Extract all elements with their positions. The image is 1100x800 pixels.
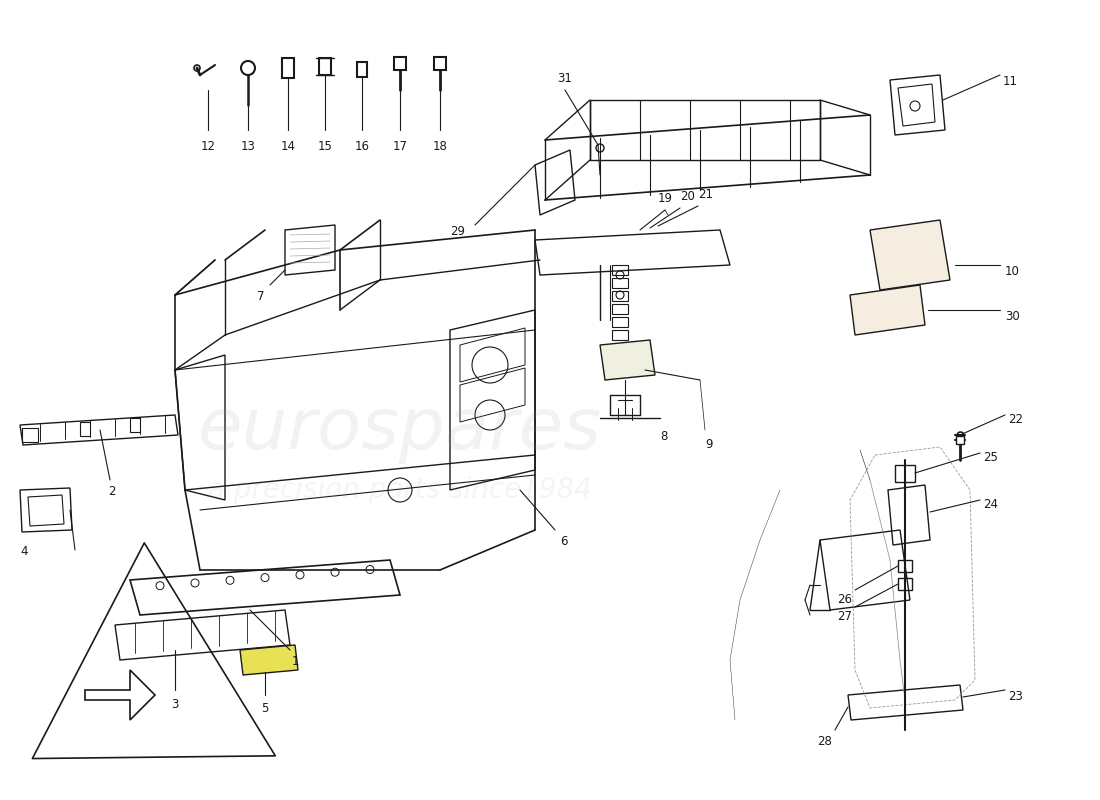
- Polygon shape: [394, 57, 406, 70]
- Text: 9: 9: [705, 438, 713, 451]
- Text: 31: 31: [558, 72, 572, 85]
- Text: 22: 22: [1008, 413, 1023, 426]
- Polygon shape: [870, 220, 950, 290]
- Text: 26: 26: [837, 593, 852, 606]
- Circle shape: [194, 65, 200, 71]
- Text: 10: 10: [1005, 265, 1020, 278]
- Polygon shape: [434, 57, 446, 70]
- Text: 24: 24: [983, 498, 998, 511]
- Text: 13: 13: [241, 140, 255, 153]
- Text: 28: 28: [817, 735, 832, 748]
- Text: 2: 2: [108, 485, 115, 498]
- Text: 29: 29: [450, 225, 465, 238]
- Text: 17: 17: [393, 140, 407, 153]
- Circle shape: [241, 61, 255, 75]
- Text: 23: 23: [1008, 690, 1023, 703]
- Text: 3: 3: [172, 698, 178, 711]
- Text: 8: 8: [660, 430, 668, 443]
- Text: 15: 15: [318, 140, 332, 153]
- Text: 7: 7: [257, 290, 265, 303]
- Text: 16: 16: [354, 140, 370, 153]
- Text: 25: 25: [983, 451, 998, 464]
- Polygon shape: [319, 58, 331, 75]
- Polygon shape: [600, 340, 654, 380]
- Polygon shape: [240, 645, 298, 675]
- Polygon shape: [282, 58, 294, 78]
- Text: 19: 19: [658, 192, 673, 205]
- Text: 30: 30: [1005, 310, 1020, 323]
- Text: 11: 11: [1003, 75, 1018, 88]
- Text: 20: 20: [680, 190, 695, 203]
- Text: 1: 1: [292, 655, 299, 668]
- Text: 18: 18: [432, 140, 448, 153]
- Text: 6: 6: [560, 535, 568, 548]
- Text: a precision parts since1984: a precision parts since1984: [208, 476, 592, 504]
- Text: eurospares: eurospares: [198, 395, 602, 465]
- Text: 12: 12: [200, 140, 216, 153]
- Text: 27: 27: [837, 610, 852, 623]
- Text: 5: 5: [262, 702, 268, 715]
- Circle shape: [596, 144, 604, 152]
- Polygon shape: [850, 285, 925, 335]
- Text: 21: 21: [698, 188, 713, 201]
- Polygon shape: [358, 62, 367, 77]
- Text: 14: 14: [280, 140, 296, 153]
- Text: 4: 4: [20, 545, 28, 558]
